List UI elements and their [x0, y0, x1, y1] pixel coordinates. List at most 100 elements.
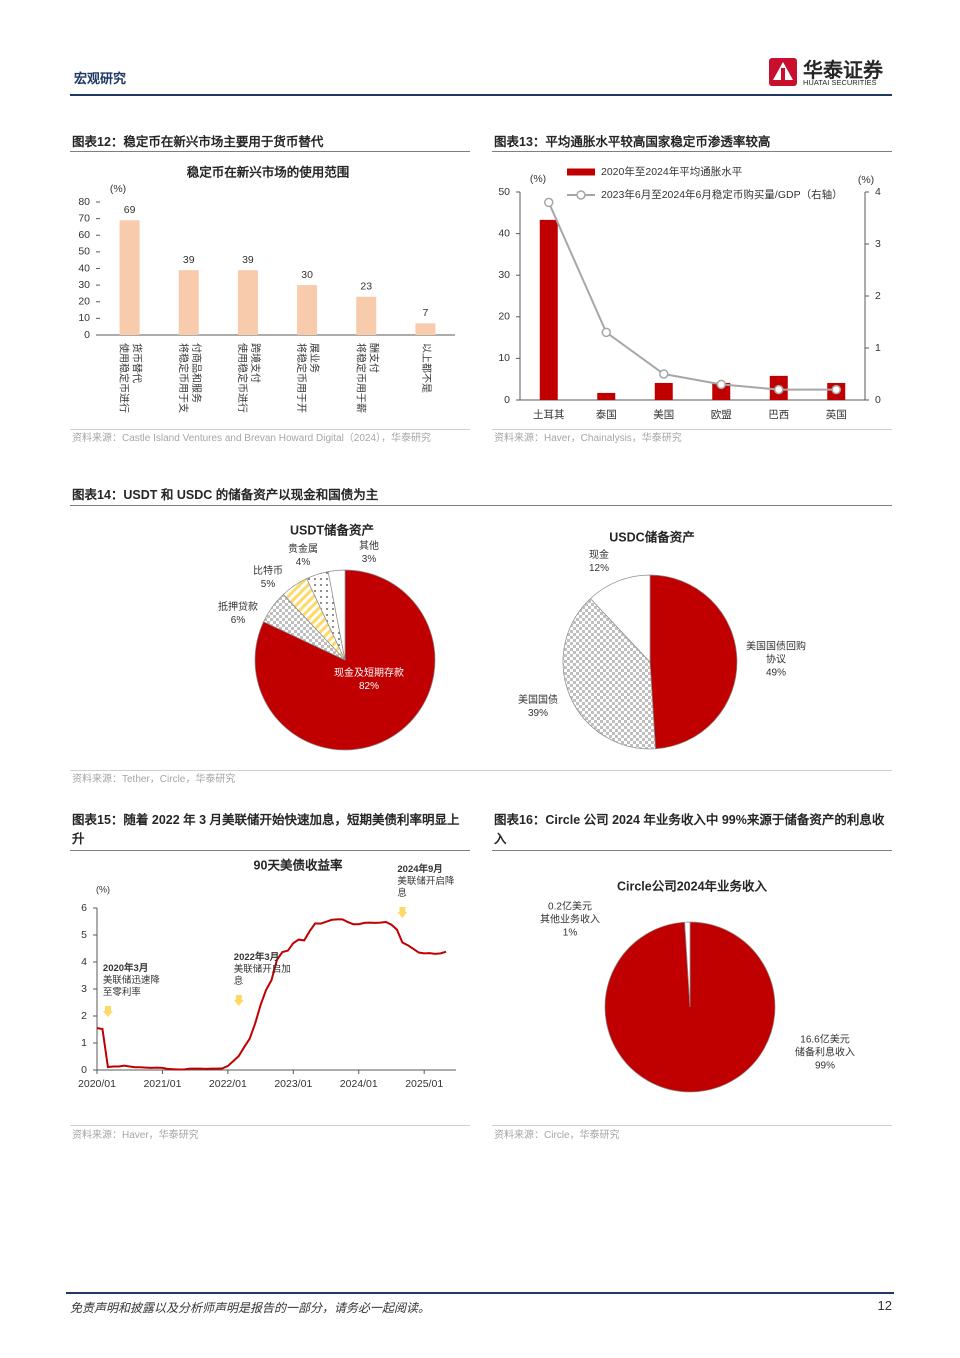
y-tick-label: 0: [81, 1064, 87, 1076]
x-tick-label: 美国: [653, 408, 674, 421]
page-number: 12: [877, 1298, 892, 1313]
line-marker: [601, 327, 611, 338]
slice-value: 3%: [361, 554, 377, 565]
slice-name: 储备利息收入: [795, 1047, 855, 1059]
slice-label: 比特币 5%: [248, 565, 288, 591]
chart-title: 90天美债收益率: [254, 857, 343, 872]
y2-tick-label: 3: [875, 238, 881, 250]
bar: [712, 382, 731, 400]
slice-value: 49%: [765, 667, 786, 679]
slice-label: 抵押贷款 6%: [208, 601, 268, 627]
legend-swatch: [567, 168, 595, 176]
bar: [654, 382, 673, 400]
data-label: 39: [242, 254, 254, 266]
y-tick-label: 60: [78, 229, 90, 241]
figure-caption: 图表15：随着 2022 年 3 月美联储开始快速加息，短期美债利率明显上升: [72, 813, 460, 846]
y2-tick-label: 4: [875, 186, 881, 198]
bar: [178, 270, 199, 335]
x-tick-label: 2021/01: [143, 1078, 181, 1090]
y-axis-unit: (%): [110, 183, 126, 195]
x-tick-label: 欧盟: [711, 409, 732, 421]
slice-value: 99%: [814, 1060, 835, 1072]
pie-slice: [684, 921, 691, 1008]
x-tick-label: 2025/01: [405, 1078, 443, 1090]
bar: [237, 270, 258, 335]
slice-name: 美国国债: [518, 695, 558, 706]
caption-rule: [70, 151, 470, 152]
x-tick-label: 使用稳定币进行跨境支付: [235, 343, 260, 413]
figure-source: 资料来源：Castle Island Ventures and Brevan H…: [72, 433, 432, 444]
y-tick-label: 40: [78, 262, 90, 274]
figure-source: 资料来源：Tether，Circle，华泰研究: [72, 774, 236, 785]
y-tick-label: 4: [81, 956, 87, 968]
y-axis-unit: (%): [96, 884, 110, 894]
y-tick-label: 20: [78, 296, 90, 308]
x-tick-label: 使用稳定币进行货币替代: [117, 343, 142, 413]
slice-name: 比特币: [253, 566, 283, 577]
line-marker: [716, 379, 726, 390]
figure-caption: 图表12：稳定币在新兴市场主要用于货币替代: [72, 135, 324, 149]
brand-en: HUATAI SECURITIES: [803, 78, 877, 87]
slice-value: 5%: [260, 579, 276, 590]
y-tick-label: 50: [498, 186, 510, 198]
footer-rule: [66, 1292, 894, 1294]
series-line: [96, 918, 447, 1071]
y-tick-label: 10: [78, 312, 90, 324]
annotation-arrow: [102, 1006, 113, 1018]
slice-value: 1%: [562, 927, 578, 939]
annotation-title: 2020年3月: [102, 963, 149, 975]
source-rule: [492, 1125, 892, 1126]
source-rule: [492, 429, 892, 430]
y-tick-label: 0: [504, 394, 510, 406]
slice-amount: 0.2亿美元: [548, 901, 592, 913]
source-rule: [70, 429, 470, 430]
figure-caption: 图表13：平均通胀水平较高国家稳定币渗透率较高: [494, 135, 771, 149]
slice-value: 4%: [295, 557, 311, 568]
annotation-text: 美联储迅速降至零利率: [102, 975, 160, 999]
bar: [539, 219, 558, 400]
line-marker: [831, 384, 841, 395]
slice-name: 现金: [589, 550, 609, 561]
slice-label: 16.6亿美元 储备利息收入 99%: [785, 1034, 865, 1073]
caption-rule: [492, 850, 892, 851]
y-tick-label: 3: [81, 983, 87, 995]
x-tick-label: 2020/01: [78, 1078, 116, 1090]
y-tick-label: 50: [78, 246, 90, 258]
slice-name: 贵金属: [288, 544, 318, 555]
slice-value: 6%: [230, 615, 246, 626]
slice-name: 现金及短期存款: [334, 668, 404, 679]
slice-label: 现金 12%: [579, 549, 619, 575]
annotation-text: 美联储开启加息: [233, 963, 291, 987]
annotation: 2020年3月 美联储迅速降至零利率: [103, 963, 161, 999]
y-axis-unit: (%): [530, 173, 546, 185]
y-tick-label: 40: [498, 227, 510, 239]
pie-slice: [649, 574, 738, 750]
annotation-arrow: [397, 907, 408, 918]
slice-amount: 16.6亿美元: [800, 1034, 850, 1046]
section-title: 宏观研究: [74, 71, 127, 86]
source-rule: [70, 770, 892, 771]
figure-caption: 图表16：Circle 公司 2024 年业务收入中 99%来源于储备资产的利息…: [494, 813, 885, 846]
caption-rule: [70, 505, 892, 506]
pie-slice: [327, 569, 346, 661]
y-tick-label: 10: [498, 352, 510, 364]
slice-name: 美国国债回购协议: [746, 641, 806, 666]
y-tick-label: 80: [78, 196, 90, 208]
annotation: 2024年9月 美联储开启降息: [397, 864, 455, 900]
slice-label: 0.2亿美元 其他业务收入 1%: [530, 901, 610, 940]
pie-slice: [562, 598, 656, 750]
y-tick-label: 70: [78, 212, 90, 224]
annotation-title: 2024年9月: [397, 864, 443, 875]
line-marker: [544, 197, 554, 208]
data-label: 7: [422, 307, 428, 319]
caption-rule: [492, 151, 892, 152]
y-tick-label: 5: [81, 929, 87, 941]
bar: [356, 296, 377, 335]
annotation-arrow: [233, 994, 244, 1006]
bar: [415, 323, 436, 335]
disclaimer: 免责声明和披露以及分析师声明是报告的一部分，请务必一起阅读。: [70, 1301, 431, 1315]
slice-label: 美国国债 39%: [508, 694, 568, 720]
data-label: 30: [301, 269, 313, 281]
caption-rule: [70, 850, 470, 851]
